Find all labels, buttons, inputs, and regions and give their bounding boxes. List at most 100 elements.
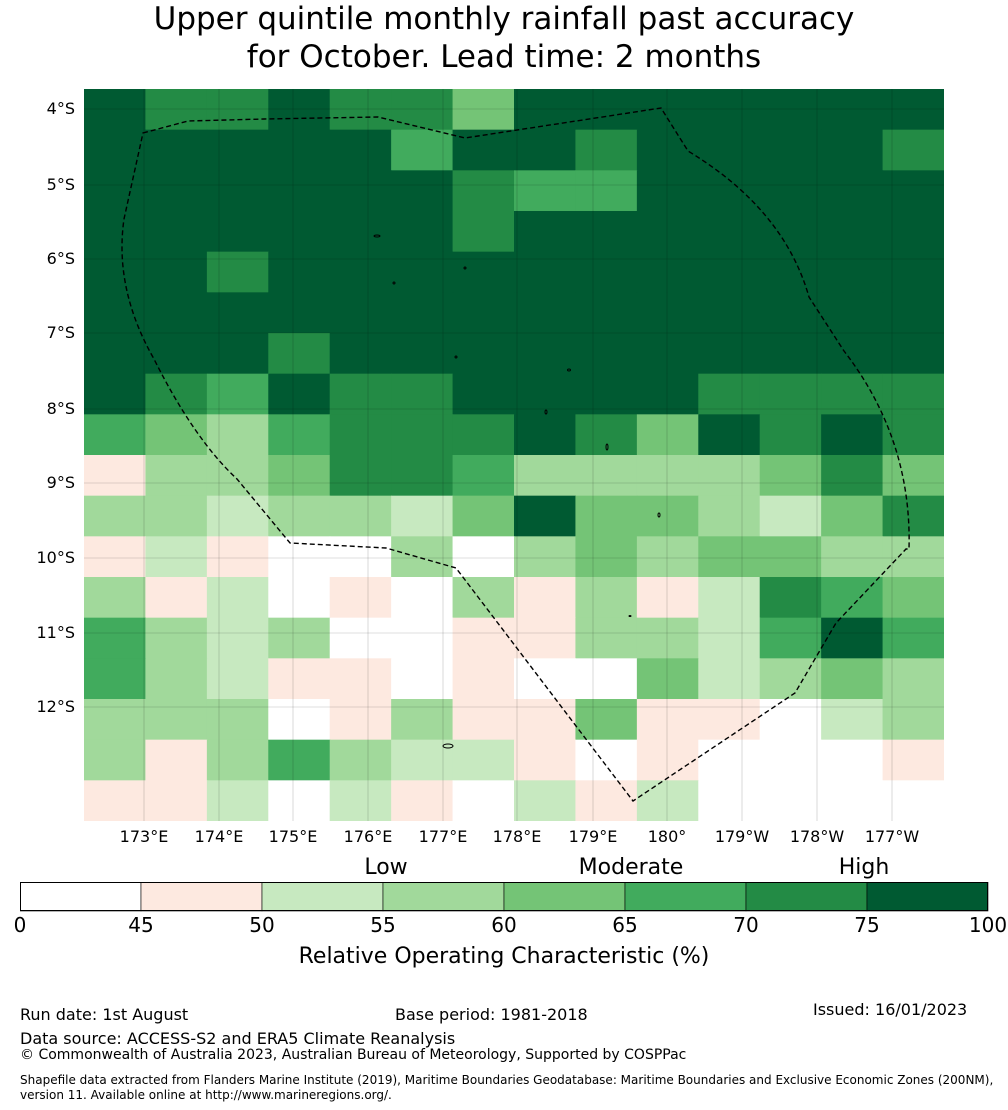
grid-cell — [636, 251, 699, 293]
grid-cell — [514, 170, 577, 212]
grid-cell — [268, 780, 331, 821]
grid-cell — [145, 495, 208, 537]
grid-cell — [698, 536, 761, 578]
grid-cell — [759, 170, 822, 212]
lon-label: 177°W — [864, 827, 920, 846]
grid-cell — [84, 251, 147, 293]
grid-cell — [329, 211, 392, 253]
colorbar — [20, 882, 989, 912]
grid-cell — [882, 373, 944, 415]
grid-cell — [206, 333, 269, 375]
grid-cell — [84, 658, 147, 700]
grid-cell — [145, 251, 208, 293]
grid-cell — [759, 211, 822, 253]
grid-cell — [636, 739, 699, 781]
grid-cell — [391, 170, 454, 212]
grid-cell — [84, 536, 147, 578]
colorbar-tick: 55 — [370, 913, 396, 937]
grid-cell — [698, 129, 761, 171]
grid-cell — [145, 577, 208, 619]
grid-cell — [575, 739, 638, 781]
colorbar-segment — [20, 882, 142, 912]
lon-label: 174°E — [194, 827, 244, 846]
grid-cell — [882, 495, 944, 537]
grid-cell — [268, 658, 331, 700]
grid-cell — [268, 292, 331, 334]
grid-cell — [636, 414, 699, 456]
grid-cell — [882, 292, 944, 334]
grid-cell — [329, 780, 392, 821]
copyright: © Commonwealth of Australia 2023, Austra… — [20, 1047, 687, 1063]
grid-cell — [329, 414, 392, 456]
grid-cell — [636, 699, 699, 741]
grid-cell — [514, 577, 577, 619]
islands — [373, 234, 661, 749]
grid-cell — [759, 617, 822, 659]
grid-cell — [391, 739, 454, 781]
grid-cell — [206, 617, 269, 659]
grid-cell — [698, 373, 761, 415]
colorbar-segment — [503, 882, 626, 912]
grid-cell — [514, 536, 577, 578]
grid-cell — [329, 455, 392, 497]
shapefile-credit: Shapefile data extracted from Flanders M… — [20, 1073, 994, 1102]
run-date: Run date: 1st August — [20, 1005, 189, 1024]
grid-cell — [145, 292, 208, 334]
lat-label: 5°S — [46, 175, 75, 194]
grid-cell — [759, 495, 822, 537]
grid-cell — [268, 251, 331, 293]
grid-cell — [84, 577, 147, 619]
grid-cell — [145, 536, 208, 578]
grid-cell — [759, 373, 822, 415]
colorbar-tick: 45 — [128, 913, 154, 937]
grid-cell — [882, 699, 944, 741]
grid-cell — [575, 658, 638, 700]
grid-cell — [514, 292, 577, 334]
grid-cell — [84, 170, 147, 212]
grid-cell — [575, 495, 638, 537]
colorbar-segment — [745, 882, 868, 912]
grid-cell — [391, 251, 454, 293]
lat-label: 4°S — [46, 99, 75, 118]
lon-label: 178°E — [492, 827, 542, 846]
grid-cell — [698, 211, 761, 253]
grid-cell — [452, 292, 515, 334]
grid-cell — [575, 292, 638, 334]
grid-cell — [84, 495, 147, 537]
grid-cell — [84, 617, 147, 659]
grid-cell — [391, 699, 454, 741]
grid-cell — [821, 89, 884, 131]
grid-cell — [206, 780, 269, 821]
grid-cell — [329, 617, 392, 659]
grid-cell — [145, 699, 208, 741]
grid-cell — [329, 699, 392, 741]
grid-cell — [206, 536, 269, 578]
grid-cell — [452, 780, 515, 821]
grid-cell — [882, 739, 944, 781]
grid-cell — [821, 455, 884, 497]
grid-cell — [698, 333, 761, 375]
grid-cell — [759, 129, 822, 171]
grid-cell — [206, 495, 269, 537]
lat-label: 12°S — [36, 697, 75, 716]
grid-cell — [206, 577, 269, 619]
grid-cell — [575, 617, 638, 659]
grid-cell — [84, 780, 147, 821]
eez-boundary — [121, 107, 910, 802]
grid-cell — [698, 251, 761, 293]
grid-cell — [759, 414, 822, 456]
grid-cell — [452, 577, 515, 619]
grid-cell — [206, 658, 269, 700]
lon-label: 179°W — [714, 827, 770, 846]
grid-cell — [821, 780, 884, 821]
grid-cell — [145, 455, 208, 497]
lon-label: 177°E — [418, 827, 468, 846]
lon-label: 176°E — [343, 827, 393, 846]
grid-cell — [821, 129, 884, 171]
grid-cell — [575, 251, 638, 293]
grid-cell — [452, 414, 515, 456]
grid-cell — [329, 495, 392, 537]
grid-cell — [268, 170, 331, 212]
category-high: High — [838, 855, 890, 880]
grid-cell — [452, 536, 515, 578]
